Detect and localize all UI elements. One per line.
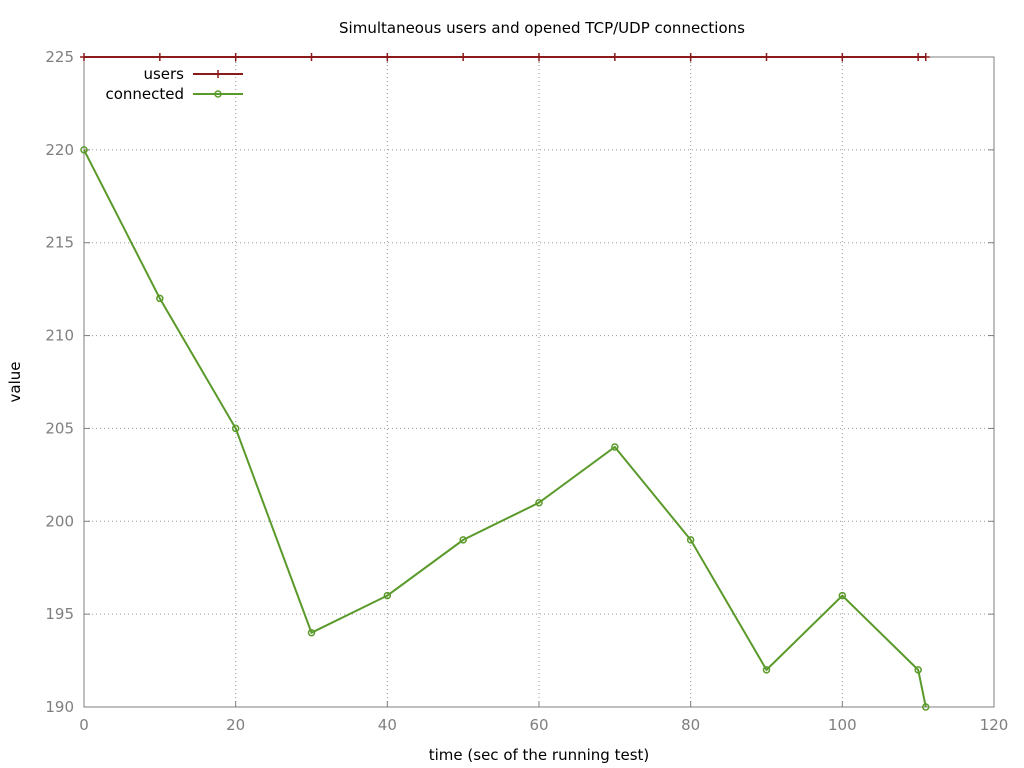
data-point-users: [914, 53, 923, 61]
x-tick-label: 120: [980, 716, 1009, 734]
legend: users connected: [105, 65, 243, 103]
data-point-connected: [922, 703, 930, 711]
data-point-users: [80, 53, 88, 61]
data-point-connected: [611, 443, 619, 451]
legend-marker-connected: [214, 90, 222, 98]
data-point-connected: [80, 146, 88, 154]
series-users: [80, 53, 930, 61]
y-tick-label: 220: [45, 141, 74, 159]
series-connected: [80, 146, 930, 711]
legend-label-users: users: [143, 65, 184, 83]
data-point-connected: [535, 498, 543, 507]
legend-label-connected: connected: [105, 85, 184, 103]
data-point-connected: [156, 294, 164, 303]
x-tick-label: 100: [828, 716, 857, 734]
chart-title: Simultaneous users and opened TCP/UDP co…: [339, 19, 745, 37]
y-tick-label: 200: [45, 512, 74, 530]
y-tick-label: 195: [45, 605, 74, 623]
data-point-users: [383, 53, 392, 61]
data-point-users: [610, 53, 619, 61]
data-point-connected: [914, 666, 922, 674]
data-point-connected: [686, 536, 695, 544]
data-point-connected: [383, 591, 392, 600]
y-tick-label: 205: [45, 419, 74, 437]
data-point-connected: [838, 591, 847, 600]
y-tick-label: 215: [45, 234, 74, 252]
data-point-users: [231, 53, 240, 61]
x-tick-label: 80: [681, 716, 700, 734]
x-axis-label: time (sec of the running test): [429, 746, 650, 764]
data-point-users: [459, 53, 468, 61]
series-layer: [80, 53, 930, 711]
x-tick-label: 20: [226, 716, 245, 734]
data-point-users: [686, 53, 695, 61]
axis-ticks: 0 20 40 60 80 100 120 190 195 200 205 210 215 220 225: [45, 48, 1008, 734]
x-tick-label: 0: [79, 716, 89, 734]
x-tick-label: 40: [378, 716, 397, 734]
y-tick-label: 190: [45, 698, 74, 716]
data-point-users: [535, 53, 543, 61]
x-tick-label: 60: [529, 716, 548, 734]
data-point-connected: [459, 536, 467, 544]
data-point-connected: [307, 628, 316, 637]
data-point-connected: [231, 424, 240, 433]
grid: [84, 57, 994, 707]
y-axis-label: value: [6, 362, 24, 403]
y-tick-label: 210: [45, 327, 74, 345]
legend-marker-users: [214, 70, 222, 78]
data-point-users: [921, 53, 930, 61]
data-point-users: [307, 53, 316, 61]
data-point-connected: [762, 666, 771, 674]
series-line-connected: [83, 149, 927, 708]
y-tick-label: 225: [45, 48, 74, 66]
data-point-users: [838, 53, 847, 61]
data-point-users: [155, 53, 164, 61]
data-point-users: [762, 53, 771, 61]
